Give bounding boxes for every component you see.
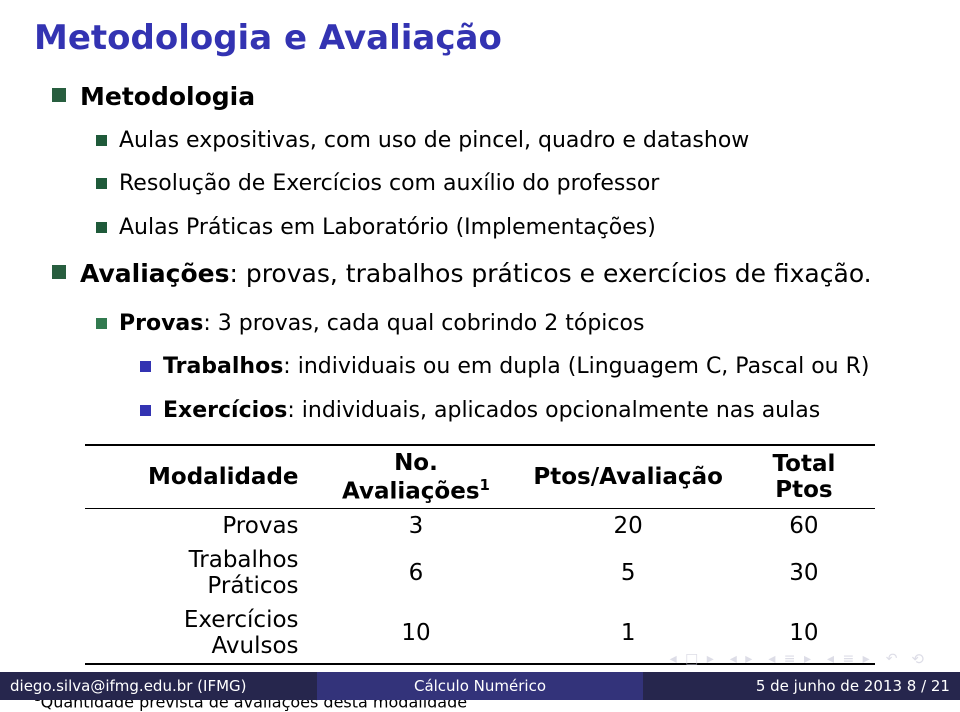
cell: 5 — [523, 543, 732, 603]
col-num-avaliacoes: No. Avaliações1 — [309, 445, 524, 509]
col-modalidade: Modalidade — [85, 445, 309, 509]
bullet-aulas-praticas: Aulas Práticas em Laboratório (Implement… — [96, 213, 926, 243]
bullet-exercicios: Exercícios: individuais, aplicados opcio… — [140, 396, 926, 426]
bullet-text: Metodologia — [80, 80, 255, 114]
bullet-text: Avaliações: provas, trabalhos práticos e… — [80, 257, 872, 291]
bullet-strong: Avaliações — [80, 259, 229, 288]
square-bullet-icon — [52, 88, 66, 102]
slide-footer: diego.silva@ifmg.edu.br (IFMG) Cálculo N… — [0, 672, 960, 700]
col-total-ptos: Total Ptos — [733, 445, 875, 509]
bullet-strong: Trabalhos — [163, 354, 283, 379]
table-row: Trabalhos Práticos 6 5 30 — [85, 543, 875, 603]
bullet-avaliacoes: Avaliações: provas, trabalhos práticos e… — [52, 257, 926, 291]
bullet-text: Exercícios: individuais, aplicados opcio… — [163, 396, 820, 426]
bullet-provas: Provas: 3 provas, cada qual cobrindo 2 t… — [96, 309, 926, 339]
bullet-text: Aulas expositivas, com uso de pincel, qu… — [119, 126, 749, 156]
square-bullet-icon — [96, 178, 107, 189]
cell: 30 — [733, 543, 875, 603]
bullet-tail: : 3 provas, cada qual cobrindo 2 tópicos — [203, 311, 644, 336]
bullet-resolucao-exercicios: Resolução de Exercícios com auxílio do p… — [96, 169, 926, 199]
evaluation-table: Modalidade No. Avaliações1 Ptos/Avaliaçã… — [85, 444, 875, 666]
bullet-strong: Exercícios — [163, 398, 287, 423]
nav-controls: ◂ □ ▸ ◂ ▸ ◂ ≡ ▸ ◂ ≡ ▸ ↶ ⟲ — [670, 650, 924, 668]
nav-next-icon[interactable]: ◂ ▸ — [730, 651, 755, 667]
cell: 60 — [733, 509, 875, 544]
bullet-tail: : individuais, aplicados opcionalmente n… — [287, 398, 820, 423]
square-bullet-icon — [96, 222, 107, 233]
table-header-row: Modalidade No. Avaliações1 Ptos/Avaliaçã… — [85, 445, 875, 509]
square-bullet-icon — [96, 318, 107, 329]
square-bullet-icon — [52, 265, 66, 279]
nav-subsection-icon[interactable]: ◂ ≡ ▸ — [827, 651, 872, 667]
table-row: Provas 3 20 60 — [85, 509, 875, 544]
bullet-text: Aulas Práticas em Laboratório (Implement… — [119, 213, 656, 243]
nav-prev-icon[interactable]: ◂ □ ▸ — [670, 651, 716, 667]
col-ptos-avaliacao: Ptos/Avaliação — [523, 445, 732, 509]
cell: Trabalhos Práticos — [85, 543, 309, 603]
cell: 10 — [309, 603, 524, 664]
nav-goto-icon[interactable]: ⟲ — [911, 650, 924, 668]
cell: 3 — [309, 509, 524, 544]
nav-back-icon[interactable]: ↶ — [886, 651, 898, 667]
nav-section-icon[interactable]: ◂ ≡ ▸ — [768, 651, 813, 667]
cell: Provas — [85, 509, 309, 544]
bullet-text: Resolução de Exercícios com auxílio do p… — [119, 169, 659, 199]
bullet-text: Provas: 3 provas, cada qual cobrindo 2 t… — [119, 309, 644, 339]
col-num-label: No. Avaliações — [342, 450, 480, 505]
footer-title: Cálculo Numérico — [317, 672, 643, 700]
cell: 20 — [523, 509, 732, 544]
footer-author: diego.silva@ifmg.edu.br (IFMG) — [0, 672, 317, 700]
bullet-text: Trabalhos: individuais ou em dupla (Ling… — [163, 352, 869, 382]
square-bullet-icon — [140, 405, 151, 416]
square-bullet-icon — [96, 135, 107, 146]
bullet-aulas-expositivas: Aulas expositivas, com uso de pincel, qu… — [96, 126, 926, 156]
bullet-tail: : individuais ou em dupla (Linguagem C, … — [283, 354, 869, 379]
square-bullet-icon — [140, 361, 151, 372]
bullet-tail: : provas, trabalhos práticos e exercício… — [229, 259, 871, 288]
bullet-trabalhos: Trabalhos: individuais ou em dupla (Ling… — [140, 352, 926, 382]
col-num-sup: 1 — [480, 476, 490, 494]
cell: 6 — [309, 543, 524, 603]
slide-title: Metodologia e Avaliação — [34, 18, 926, 58]
bullet-metodologia: Metodologia — [52, 80, 926, 114]
bullet-strong: Provas — [119, 311, 203, 336]
cell: Exercícios Avulsos — [85, 603, 309, 664]
footer-date-page: 5 de junho de 2013 8 / 21 — [643, 672, 960, 700]
